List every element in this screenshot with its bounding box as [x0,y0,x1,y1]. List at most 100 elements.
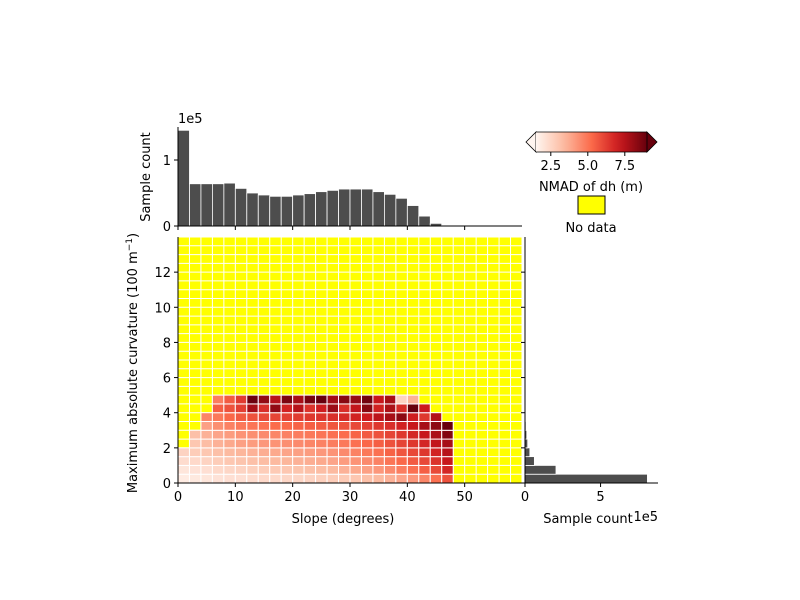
heatmap-cell [223,394,236,405]
heatmap-cell [360,447,374,458]
heatmap-ylabel: Maximum absolute curvature (100 m−1) [125,233,141,493]
heatmap-cell [303,394,317,405]
heatmap-y-tick-label: 0 [163,477,171,492]
heatmap-cell [188,447,202,458]
heatmap-cell [349,412,362,423]
heatmap-cell [418,412,431,423]
heatmap-cell [223,429,236,440]
right-histogram-bars [524,385,648,484]
heatmap-cell [269,456,282,466]
heatmap-cell [303,464,317,475]
heatmap-cell [315,421,328,431]
right-histogram-bar [524,473,648,484]
heatmap-cell [257,429,271,440]
heatmap-cell [441,429,454,440]
heatmap-cell [338,473,351,484]
top-histogram-bar [246,192,259,227]
heatmap-cell [372,473,385,484]
colorbar-tick-label: 7.5 [614,159,635,174]
right-histogram-bar [524,465,557,475]
colorbar-label: NMAD of dh (m) [539,180,643,195]
heatmap-cell [326,394,340,405]
heatmap-x-tick-label: 0 [174,490,182,505]
heatmap-cell [429,473,443,484]
top-histogram-bars [177,129,488,227]
nodata-label: No data [565,221,616,236]
heatmap-cell [246,473,259,484]
heatmap-cell [257,403,271,414]
heatmap-cell [338,394,351,405]
heatmap-cell [246,412,259,423]
heatmap-y-tick-label: 6 [163,372,171,387]
heatmap-ylabel-main: Maximum absolute curvature (100 m [126,251,141,493]
heatmap-cell [303,473,317,484]
heatmap-cell [234,412,248,423]
heatmap-cell [349,438,362,449]
heatmap-y-ticks: 0 2 4 6 8 10 12 [154,266,178,492]
heatmap-cell [234,464,248,475]
heatmap-cell [360,473,374,484]
heatmap-cell [234,403,248,414]
heatmap-cell [349,403,362,414]
heatmap-cell [211,473,225,484]
heatmap-cell [292,412,305,423]
heatmap-cell [315,473,328,484]
top-histogram-x-ticks [177,226,466,230]
heatmap-cell [441,473,454,484]
heatmap-cell [326,429,340,440]
top-histogram-bar [211,183,225,227]
heatmap-cells [177,236,523,484]
heatmap-cell [406,403,420,414]
top-histogram-bar [372,191,385,227]
heatmap-cell [211,438,225,449]
heatmap-cell [315,438,328,449]
top-histogram-bar [269,195,282,227]
top-histogram-bar [406,205,420,227]
heatmap-cell [177,464,190,475]
heatmap-cell [269,438,282,449]
top-histogram-bar [383,193,397,227]
heatmap-cell [234,473,248,484]
heatmap-cell [188,464,202,475]
heatmap-cell [269,429,282,440]
heatmap-cell [338,412,351,423]
heatmap-cell [326,438,340,449]
right-histogram-xlabel: Sample count [543,512,633,527]
heatmap-cell [395,447,408,458]
heatmap-cell [360,456,374,466]
heatmap-cell [315,464,328,475]
heatmap-xlabel: Slope (degrees) [292,512,395,527]
heatmap-cell [349,421,362,431]
heatmap-cell [234,429,248,440]
heatmap-cell [441,464,454,475]
heatmap-cell [326,421,340,431]
right-histogram-y-ticks [521,271,525,484]
heatmap-cell [372,394,385,405]
heatmap-cell [418,464,431,475]
heatmap-cell [211,412,225,423]
heatmap-cell [418,403,431,414]
colorbar-ticks: 2.5 5.0 7.5 [540,152,635,174]
heatmap-x-tick-label: 40 [399,490,416,505]
heatmap-cell [372,421,385,431]
heatmap-cell [280,421,294,431]
heatmap-cell [406,394,420,405]
heatmap-cell [280,464,294,475]
heatmap-cell [280,438,294,449]
heatmap-cell [269,464,282,475]
heatmap-cell [441,438,454,449]
top-histogram-bar [292,194,305,227]
top-histogram-ylabel: Sample count [139,132,154,222]
heatmap-cell [280,412,294,423]
heatmap-cell [246,456,259,466]
heatmap-cell [418,421,431,431]
heatmap-cell [395,412,408,423]
heatmap-cell [257,473,271,484]
heatmap-cell [338,438,351,449]
heatmap-cell [441,421,454,431]
heatmap-ylabel-close: ) [126,233,141,238]
heatmap-cell [383,456,397,466]
heatmap-cell [372,412,385,423]
top-histogram-bar [189,183,202,227]
